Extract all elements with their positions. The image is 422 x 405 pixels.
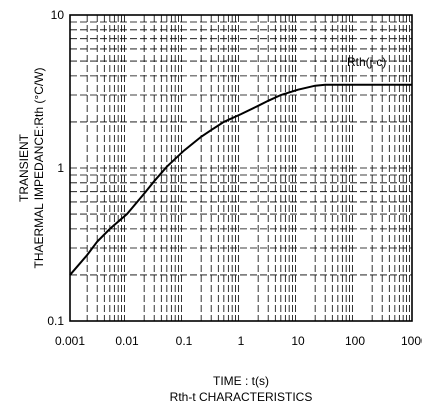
y-tick-label: 10	[51, 8, 65, 22]
y-tick-label: 0.1	[47, 314, 64, 328]
chart-caption: Rth-t CHARACTERISTICS	[170, 390, 313, 404]
y-axis-ticks: 0.1 1 10	[47, 8, 64, 328]
x-tick-label: 0.001	[55, 334, 85, 348]
x-tick-label: 0.01	[115, 334, 139, 348]
x-tick-label: 10	[291, 334, 305, 348]
series-label-rth-jc: Rth(j-c)	[347, 55, 386, 69]
x-tick-label: 0.1	[176, 334, 193, 348]
x-tick-label: 1	[238, 334, 245, 348]
y-axis-title-line2: THAERMAL IMPEDANCE:Rth (°C/W)	[32, 67, 46, 268]
y-tick-label: 1	[57, 161, 64, 175]
x-axis-title: TIME : t(s)	[213, 374, 269, 388]
y-axis-title-line1: TRANSIENT	[17, 133, 31, 202]
plot-frame	[69, 14, 413, 322]
series-line-rth-jc	[69, 83, 412, 276]
x-tick-label: 100	[345, 334, 365, 348]
chart-grid	[70, 15, 412, 322]
